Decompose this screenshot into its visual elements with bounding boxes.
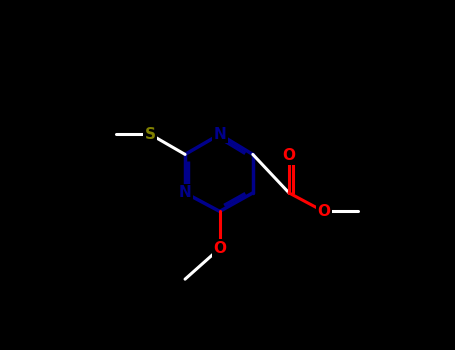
Text: S: S	[145, 127, 156, 142]
Text: O: O	[283, 148, 295, 163]
Text: N: N	[179, 186, 192, 201]
Text: O: O	[317, 204, 330, 219]
Text: O: O	[213, 241, 226, 256]
Text: N: N	[213, 127, 226, 142]
